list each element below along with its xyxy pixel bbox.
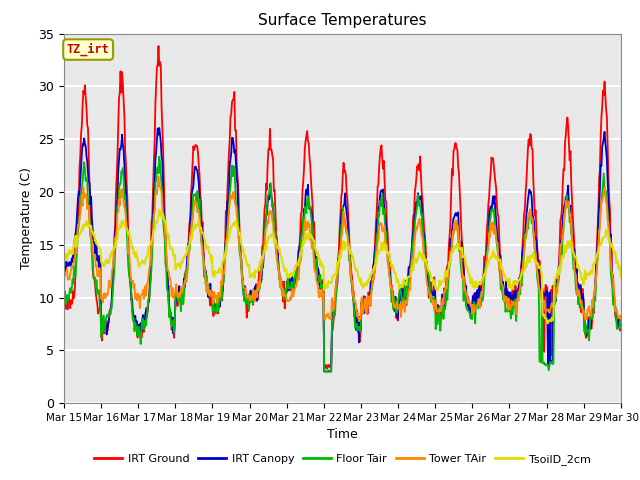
Tower TAir [60, 278, 68, 284]
Tower TAir [70, 258, 78, 264]
IRT Canopy [214, 301, 222, 307]
IRT Ground [428, 293, 436, 299]
TsoilD_2cm [127, 240, 135, 246]
Floor Tair [428, 294, 436, 300]
IRT Canopy [185, 248, 193, 253]
TsoilD_2cm [60, 257, 68, 263]
Floor Tair [127, 292, 135, 298]
TsoilD_2cm [617, 274, 625, 280]
IRT Ground [185, 236, 193, 242]
IRT Ground [155, 43, 163, 49]
IRT Ground [214, 311, 222, 316]
TsoilD_2cm [428, 274, 435, 280]
Floor Tair [214, 309, 222, 314]
Tower TAir [155, 174, 163, 180]
IRT Ground [70, 295, 78, 301]
IRT Canopy [156, 125, 163, 131]
Floor Tair [321, 369, 328, 374]
Tower TAir [127, 278, 135, 284]
IRT Canopy [127, 297, 135, 303]
Legend: IRT Ground, IRT Canopy, Floor Tair, Tower TAir, TsoilD_2cm: IRT Ground, IRT Canopy, Floor Tair, Towe… [90, 450, 595, 470]
Floor Tair [60, 291, 68, 297]
Line: Floor Tair: Floor Tair [64, 157, 621, 372]
Floor Tair [412, 214, 419, 220]
Floor Tair [156, 154, 163, 160]
Line: Tower TAir: Tower TAir [64, 177, 621, 321]
Tower TAir [412, 229, 419, 235]
Title: Surface Temperatures: Surface Temperatures [258, 13, 427, 28]
TsoilD_2cm [411, 259, 419, 265]
Line: TsoilD_2cm: TsoilD_2cm [64, 210, 621, 324]
IRT Canopy [428, 288, 436, 294]
TsoilD_2cm [185, 242, 193, 248]
Tower TAir [214, 290, 222, 296]
IRT Canopy [321, 369, 328, 374]
IRT Ground [617, 327, 625, 333]
Text: TZ_irt: TZ_irt [67, 43, 109, 56]
TsoilD_2cm [70, 244, 78, 250]
IRT Canopy [617, 323, 625, 328]
IRT Canopy [60, 261, 68, 267]
IRT Ground [412, 184, 419, 190]
Floor Tair [70, 264, 78, 269]
TsoilD_2cm [544, 321, 552, 326]
TsoilD_2cm [214, 270, 222, 276]
TsoilD_2cm [156, 207, 163, 213]
X-axis label: Time: Time [327, 429, 358, 442]
Tower TAir [428, 296, 436, 302]
IRT Canopy [70, 254, 78, 260]
Tower TAir [185, 249, 193, 255]
Floor Tair [185, 246, 193, 252]
Tower TAir [617, 317, 625, 323]
Tower TAir [355, 318, 363, 324]
Line: IRT Ground: IRT Ground [64, 46, 621, 369]
IRT Ground [60, 302, 68, 308]
IRT Ground [321, 366, 328, 372]
Y-axis label: Temperature (C): Temperature (C) [20, 168, 33, 269]
Floor Tair [617, 324, 625, 329]
IRT Canopy [412, 208, 419, 214]
IRT Ground [127, 293, 135, 299]
Line: IRT Canopy: IRT Canopy [64, 128, 621, 372]
